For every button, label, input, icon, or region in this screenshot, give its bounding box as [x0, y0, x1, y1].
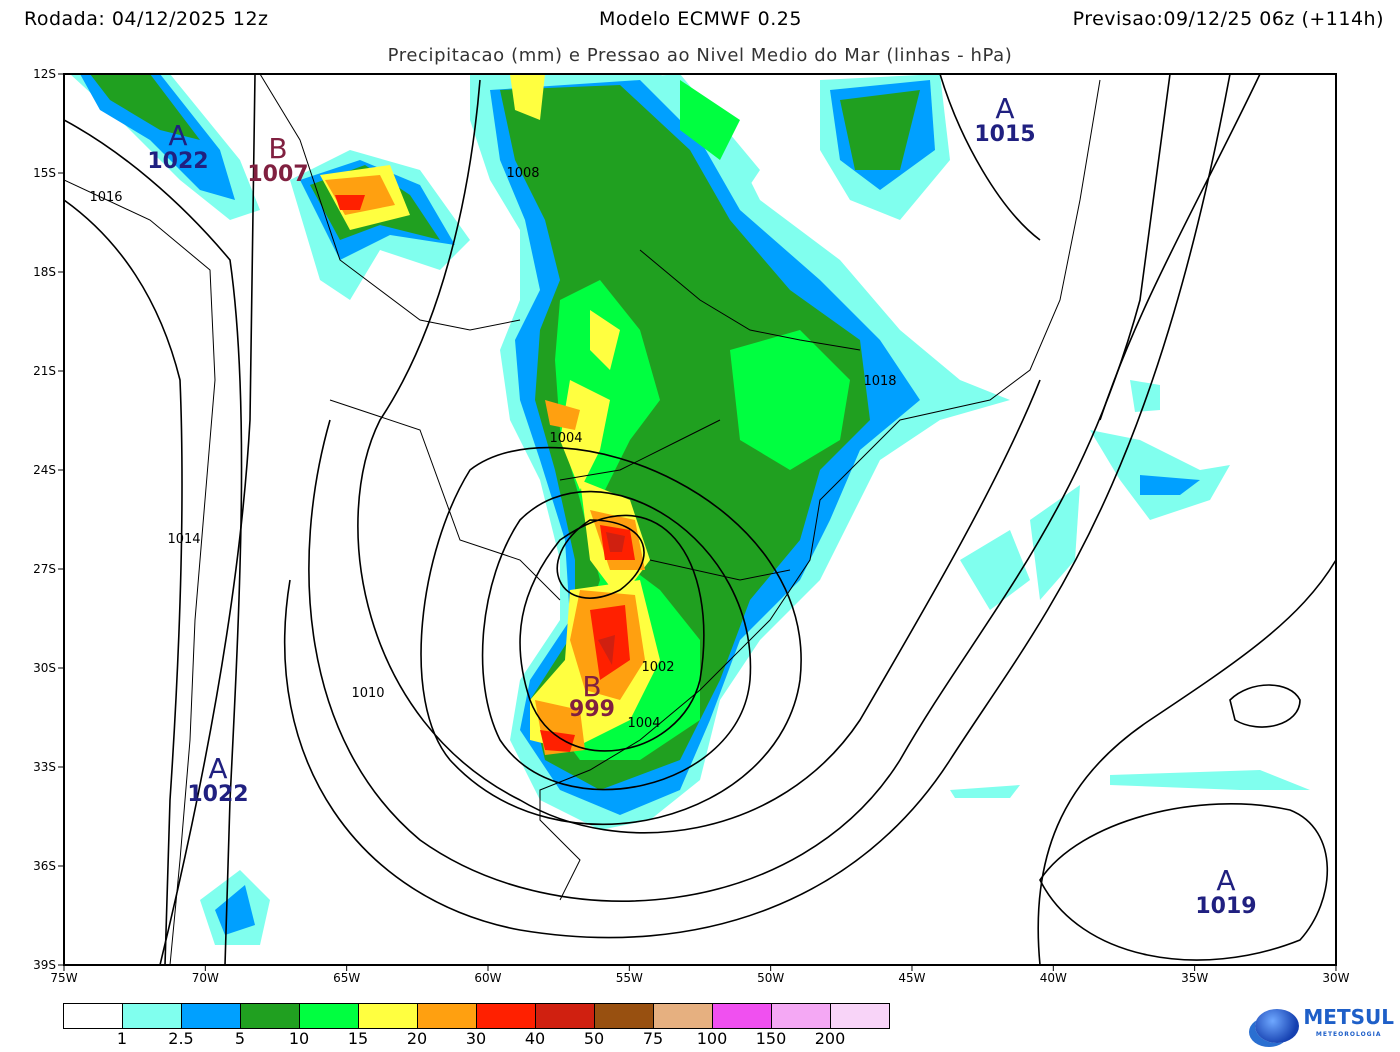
legend-swatch — [182, 1004, 241, 1028]
svg-text:A: A — [1216, 864, 1235, 897]
legend-swatch — [300, 1004, 359, 1028]
lat-tick-label: 24S — [33, 463, 56, 477]
svg-text:1019: 1019 — [1195, 894, 1256, 919]
legend-swatch — [536, 1004, 595, 1028]
legend-swatch — [713, 1004, 772, 1028]
lon-tick-label: 75W — [50, 971, 77, 985]
legend-label: 40 — [524, 1029, 546, 1048]
logo-name: METSUL — [1303, 1005, 1394, 1029]
svg-text:1015: 1015 — [974, 122, 1035, 147]
isobar-labels: 1016 1008 1004 1014 1010 1002 1004 1018 — [89, 166, 896, 731]
lat-tick-label: 36S — [33, 859, 56, 873]
metsul-logo: METSUL METEOROLOGIA — [1255, 1005, 1394, 1044]
lat-tick-label: 33S — [33, 760, 56, 774]
lon-tick-label: 45W — [898, 971, 925, 985]
legend-label: 30 — [465, 1029, 487, 1048]
legend-labels: 1 2.5 5 10 15 20 30 40 50 75 100 150 200 — [63, 1029, 893, 1049]
isobar-label: 1010 — [351, 686, 384, 701]
run-time-label: Rodada: 04/12/2025 12z — [24, 8, 269, 30]
legend-label: 150 — [755, 1029, 787, 1048]
lat-tick-label: 12S — [33, 67, 56, 81]
legend-label: 15 — [347, 1029, 369, 1048]
forecast-time-label: Previsao:09/12/25 06z (+114h) — [1072, 8, 1384, 30]
svg-text:A: A — [208, 752, 227, 785]
lon-tick-label: 70W — [192, 971, 219, 985]
lat-tick-label: 30S — [33, 661, 56, 675]
lat-tick-label: 21S — [33, 364, 56, 378]
legend-label: 75 — [642, 1029, 664, 1048]
globe-icon — [1255, 1009, 1300, 1043]
lon-tick-label: 30W — [1322, 971, 1349, 985]
isobar-label: 1016 — [89, 190, 122, 205]
longitude-axis: 75W 70W 65W 60W 55W 50W 45W 40W 35W 30W — [50, 965, 1350, 985]
lon-tick-label: 55W — [616, 971, 643, 985]
svg-text:1022: 1022 — [187, 782, 248, 807]
lon-tick-label: 50W — [757, 971, 784, 985]
isobar-label: 1018 — [863, 374, 896, 389]
legend-swatch — [64, 1004, 123, 1028]
model-label: Modelo ECMWF 0.25 — [599, 8, 802, 30]
isobar-label: 1004 — [549, 431, 582, 446]
lat-tick-label: 18S — [33, 265, 56, 279]
legend-label: 200 — [814, 1029, 846, 1048]
svg-text:999: 999 — [569, 697, 615, 722]
isobar-label: 1002 — [641, 660, 674, 675]
legend-swatch — [418, 1004, 477, 1028]
legend-swatch — [831, 1004, 889, 1028]
map-title: Precipitacao (mm) e Pressao ao Nivel Med… — [387, 45, 1013, 66]
latitude-axis: 12S 15S 18S 21S 24S 27S 30S 33S 36S 39S — [33, 67, 64, 972]
legend-swatch — [241, 1004, 300, 1028]
isobar-label: 1014 — [167, 532, 200, 547]
svg-text:1022: 1022 — [147, 149, 208, 174]
svg-text:B: B — [582, 670, 601, 703]
isobar-label: 1004 — [627, 716, 660, 731]
isobar-label: 1008 — [506, 166, 539, 181]
legend-label: 20 — [406, 1029, 428, 1048]
weather-map: 12S 15S 18S 21S 24S 27S 30S 33S 36S 39S 75W 70W 65W… — [33, 67, 1350, 985]
legend-swatch — [654, 1004, 713, 1028]
svg-text:1007: 1007 — [247, 162, 308, 187]
svg-text:A: A — [168, 119, 187, 152]
legend-swatch — [595, 1004, 654, 1028]
lat-tick-label: 15S — [33, 166, 56, 180]
precipitation-field — [70, 74, 1310, 945]
legend-label: 50 — [583, 1029, 605, 1048]
lon-tick-label: 60W — [474, 971, 501, 985]
logo-subtitle: METEOROLOGIA — [1315, 1031, 1382, 1038]
lat-tick-label: 27S — [33, 562, 56, 576]
lon-tick-label: 65W — [333, 971, 360, 985]
precipitation-legend — [63, 1003, 890, 1029]
legend-label: 5 — [234, 1029, 246, 1048]
legend-label: 1 — [116, 1029, 128, 1048]
legend-label: 10 — [288, 1029, 310, 1048]
lon-tick-label: 40W — [1040, 971, 1067, 985]
legend-label: 2.5 — [168, 1029, 194, 1048]
lat-tick-label: 39S — [33, 958, 56, 972]
lon-tick-label: 35W — [1181, 971, 1208, 985]
legend-swatch — [772, 1004, 831, 1028]
legend-label: 100 — [696, 1029, 728, 1048]
legend-swatch — [359, 1004, 418, 1028]
legend-swatch — [477, 1004, 536, 1028]
geography-lines — [64, 74, 1336, 965]
svg-text:B: B — [268, 132, 287, 165]
svg-text:A: A — [995, 92, 1014, 125]
map-frame — [63, 73, 1337, 966]
legend-swatch — [123, 1004, 182, 1028]
